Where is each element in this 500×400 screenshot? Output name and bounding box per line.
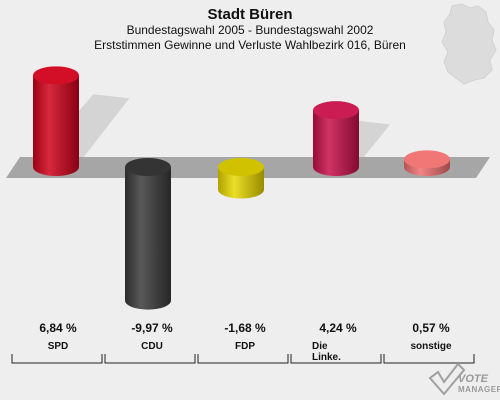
bar-cap-fdp	[218, 158, 264, 176]
chart-title: Stadt Büren	[207, 6, 292, 23]
bar-spd	[33, 66, 79, 176]
bracket-sonstige	[383, 354, 475, 364]
category-labels: SPD CDU FDP Die Linke. sonstige	[48, 341, 452, 363]
checkmark-logo-icon	[428, 362, 466, 396]
logo-text-manager: MANAGER	[458, 385, 500, 394]
category-label-sonstige: sonstige	[410, 341, 452, 352]
bar-body-fdp	[218, 167, 264, 199]
bracket-spd	[11, 354, 103, 364]
germany-map-icon	[441, 3, 497, 85]
bar-cap-cdu	[125, 158, 171, 176]
bar-body-cdu	[125, 167, 171, 310]
vote-manager-logo: VOTE MANAGER	[428, 362, 500, 396]
category-label-die: Die	[312, 341, 328, 352]
category-label-linke: Linke.	[312, 352, 341, 363]
bracket-fdp	[197, 354, 289, 364]
value-label-fdp: -1,68 %	[224, 321, 266, 335]
bracket-die-linke	[290, 354, 382, 364]
logo-text-vote: VOTE	[458, 373, 489, 385]
value-label-spd: 6,84 %	[39, 321, 77, 335]
bar-body-die-linke	[313, 110, 359, 176]
bar-fdp	[218, 158, 264, 199]
value-label-cdu: -9,97 %	[131, 321, 173, 335]
category-label-spd: SPD	[48, 341, 69, 352]
bar-cap-sonstige	[404, 150, 450, 169]
bar-sonstige	[404, 150, 450, 176]
bracket-cdu	[104, 354, 196, 364]
category-label-cdu: CDU	[141, 341, 163, 352]
bar-cap-spd	[33, 66, 79, 85]
bar-shadows	[33, 94, 455, 163]
bar-cdu	[125, 158, 171, 310]
bar-body-spd	[33, 75, 79, 176]
value-labels: 6,84 % -9,97 % -1,68 % 4,24 % 0,57 %	[39, 321, 450, 335]
bars	[33, 66, 450, 310]
value-label-die-linke: 4,24 %	[319, 321, 357, 335]
category-brackets	[11, 354, 475, 364]
category-label-fdp: FDP	[235, 341, 255, 352]
bar-cap-die-linke	[313, 101, 359, 120]
bar-die-linke	[313, 101, 359, 176]
value-label-sonstige: 0,57 %	[412, 321, 450, 335]
chart-subtitle: Bundestagswahl 2005 - Bundestagswahl 200…	[127, 23, 374, 37]
chart-description: Erststimmen Gewinne und Verluste Wahlbez…	[94, 38, 406, 52]
